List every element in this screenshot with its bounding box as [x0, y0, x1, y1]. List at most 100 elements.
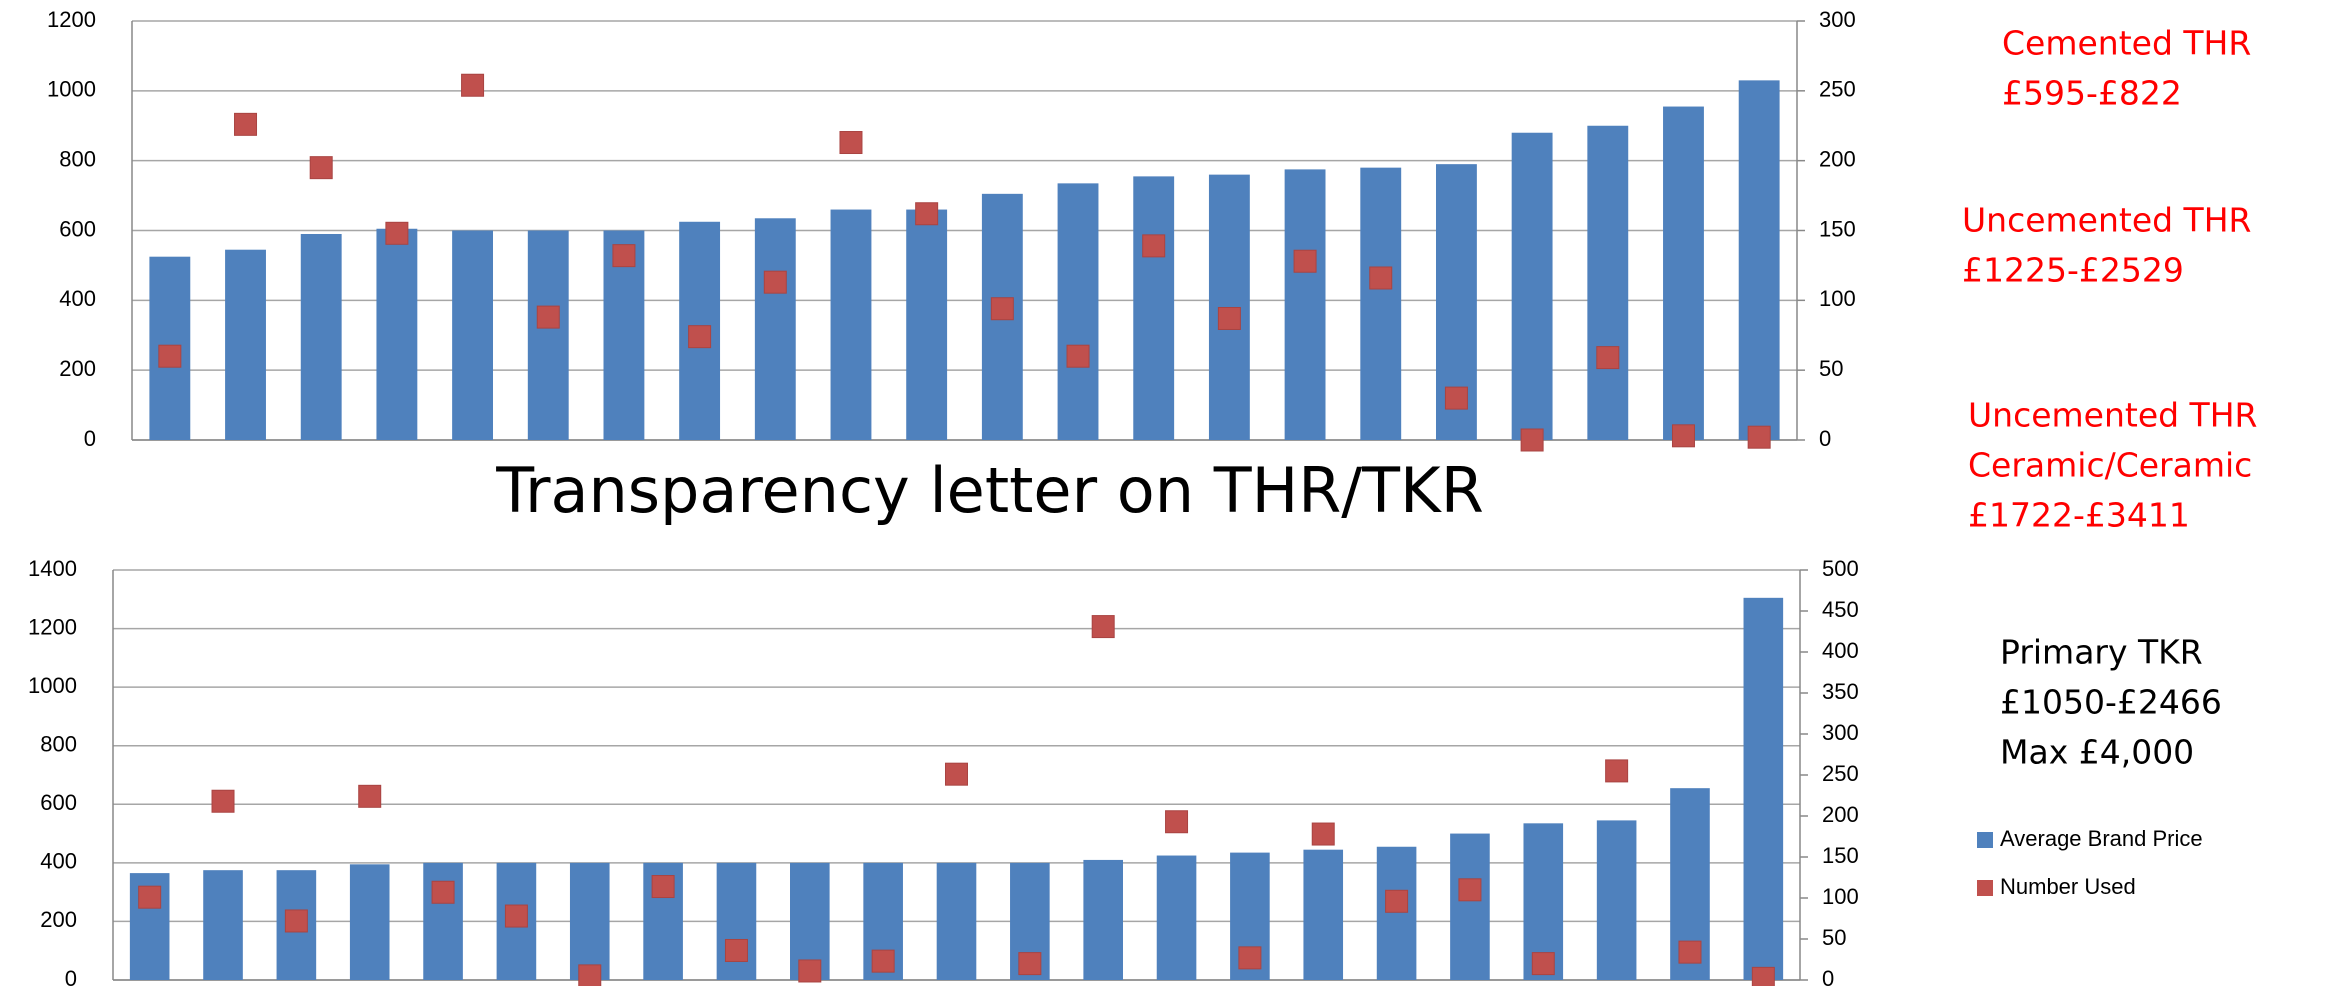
point: [1444, 386, 1468, 410]
bar: [1057, 183, 1099, 441]
y2-tick-label: 150: [1819, 216, 1856, 241]
point: [798, 959, 822, 983]
legend-swatch: [1977, 832, 1993, 848]
point: [724, 938, 748, 962]
point: [1066, 344, 1090, 368]
y2-tick-label: 200: [1819, 146, 1856, 171]
note-line: Primary TKR: [2000, 633, 2203, 672]
point: [1018, 952, 1042, 976]
point: [871, 949, 895, 973]
point: [651, 875, 675, 899]
bar: [1743, 597, 1784, 980]
point: [915, 202, 939, 226]
y-tick-label: 800: [59, 146, 96, 171]
point: [1385, 889, 1409, 913]
point: [688, 325, 712, 349]
point: [461, 73, 485, 97]
bar: [376, 228, 418, 440]
y-tick-label: 400: [59, 286, 96, 311]
point: [990, 297, 1014, 321]
y2-tick-label: 0: [1819, 426, 1831, 451]
point: [1596, 346, 1620, 370]
point: [309, 156, 333, 180]
y2-tick-label: 500: [1822, 556, 1859, 581]
bar: [1303, 849, 1344, 980]
point: [1217, 306, 1241, 330]
y2-tick-label: 150: [1822, 843, 1859, 868]
note-line: £1225-£2529: [1962, 251, 2184, 290]
bar: [1284, 169, 1326, 441]
note-line: Uncemented THR: [1968, 396, 2257, 435]
bar: [1133, 176, 1175, 441]
point: [1311, 822, 1335, 846]
point: [234, 112, 258, 136]
bar: [830, 209, 872, 440]
point: [945, 762, 968, 786]
bar: [1360, 167, 1402, 440]
point: [1520, 428, 1544, 452]
note-line: £595-£822: [2002, 74, 2182, 113]
point: [1091, 615, 1115, 639]
bar: [423, 862, 463, 980]
bar: [1450, 833, 1490, 980]
y2-tick-label: 250: [1819, 77, 1856, 102]
point: [385, 221, 409, 245]
legend-label: Number Used: [2000, 874, 2136, 899]
y2-tick-label: 300: [1819, 7, 1856, 32]
y-tick-label: 600: [59, 216, 96, 241]
bar: [349, 864, 390, 980]
point: [138, 885, 162, 909]
point: [1238, 946, 1262, 970]
y-tick-label: 200: [59, 356, 96, 381]
y-tick-label: 1400: [28, 556, 77, 581]
y2-tick-label: 0: [1822, 966, 1834, 986]
y2-tick-label: 300: [1822, 720, 1859, 745]
bar: [1663, 106, 1704, 440]
point: [1605, 759, 1629, 783]
y2-tick-label: 100: [1822, 884, 1859, 909]
bar: [300, 233, 342, 440]
point: [431, 880, 455, 904]
point: [578, 964, 602, 986]
bar: [1083, 859, 1123, 980]
bar: [452, 230, 494, 440]
point: [158, 344, 182, 368]
y-tick-label: 400: [40, 849, 77, 874]
y-tick-label: 1200: [47, 7, 96, 32]
y-tick-label: 1000: [47, 77, 96, 102]
note-line: Cemented THR: [2002, 24, 2251, 63]
note-line: Max £4,000: [2000, 733, 2194, 772]
bar: [1587, 125, 1629, 440]
y2-tick-label: 50: [1819, 356, 1843, 381]
legend-swatch: [1977, 880, 1993, 896]
point: [504, 904, 528, 928]
bar: [906, 209, 948, 440]
y-tick-label: 1000: [28, 673, 77, 698]
point: [839, 131, 863, 155]
bar: [1376, 846, 1417, 980]
point: [358, 784, 382, 808]
point: [211, 789, 235, 813]
point: [536, 305, 560, 329]
note-line: £1722-£3411: [1968, 496, 2190, 535]
point: [1165, 810, 1189, 834]
point: [1678, 940, 1702, 964]
y2-tick-label: 400: [1822, 638, 1859, 663]
point: [1531, 952, 1555, 976]
bar: [1596, 820, 1637, 980]
point: [1293, 249, 1317, 273]
y2-tick-label: 200: [1822, 802, 1859, 827]
bar: [203, 870, 243, 980]
y2-tick-label: 250: [1822, 761, 1859, 786]
point: [1458, 878, 1482, 902]
y-tick-label: 800: [40, 732, 77, 757]
y2-tick-label: 100: [1819, 286, 1856, 311]
point: [612, 244, 636, 268]
bar: [1511, 132, 1553, 440]
note-line: Ceramic/Ceramic: [1968, 446, 2252, 485]
y-tick-label: 1200: [28, 614, 77, 639]
y-tick-label: 0: [65, 966, 77, 986]
y-tick-label: 0: [84, 426, 96, 451]
bar: [569, 862, 610, 980]
